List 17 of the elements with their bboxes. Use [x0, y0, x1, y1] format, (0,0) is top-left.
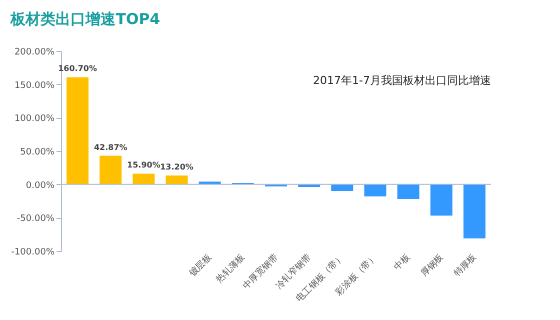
y-tick-label: -100.00%: [11, 248, 55, 258]
y-tick-label: -50.00%: [16, 214, 55, 224]
x-tick-label: 镀层板: [186, 252, 214, 280]
data-label: 13.20%: [160, 162, 194, 172]
y-tick-label: 200.00%: [14, 48, 55, 58]
data-label: 42.87%: [94, 142, 128, 152]
data-label: 160.70%: [58, 64, 97, 74]
x-tick-label: 中板: [392, 252, 413, 272]
x-tick-label: 特厚板: [452, 252, 479, 279]
y-tick-label: 150.00%: [14, 80, 55, 91]
y-tick-label: 100.00%: [14, 114, 55, 124]
y-tick-label: 0.00%: [26, 180, 55, 191]
data-label: 15.90%: [127, 160, 160, 170]
annotation: 2017年1-7月我国板材出口同比增速: [313, 74, 491, 87]
chart-title: 板材类出口增速TOP4: [10, 10, 160, 28]
y-tick-label: 50.00%: [20, 148, 55, 158]
x-tick-label: 厚钢板: [418, 252, 446, 279]
